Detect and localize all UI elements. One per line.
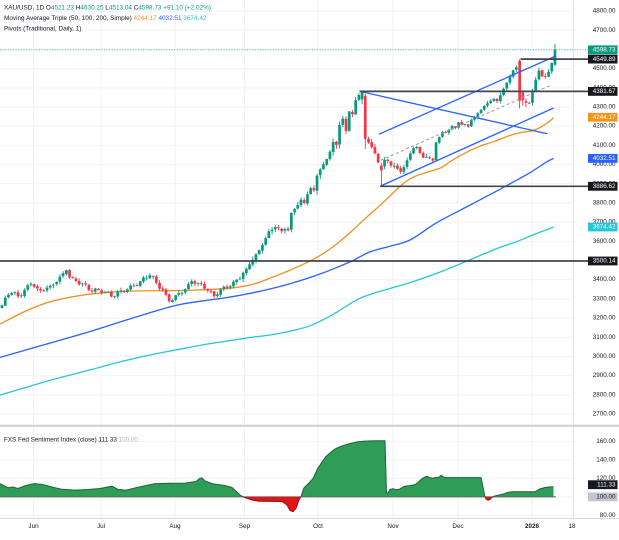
- svg-text:4381.67: 4381.67: [593, 88, 616, 95]
- svg-text:FXS Fed Sentiment Index (close: FXS Fed Sentiment Index (close) 111.33 1…: [4, 436, 138, 443]
- svg-text:3800.00: 3800.00: [593, 199, 616, 206]
- svg-text:Sep: Sep: [239, 523, 251, 530]
- svg-text:18: 18: [568, 523, 576, 530]
- svg-text:4700.00: 4700.00: [593, 27, 616, 34]
- svg-text:3000.00: 3000.00: [593, 353, 616, 360]
- svg-text:4200.00: 4200.00: [593, 123, 616, 130]
- svg-text:Nov: Nov: [387, 523, 399, 530]
- svg-text:4000.00: 4000.00: [593, 161, 616, 168]
- svg-text:3100.00: 3100.00: [593, 334, 616, 341]
- svg-text:3300.00: 3300.00: [593, 295, 616, 302]
- svg-text:4800.00: 4800.00: [593, 8, 616, 15]
- svg-text:Moving Average Triple (50, 100: Moving Average Triple (50, 100, 200, Sim…: [4, 15, 207, 22]
- svg-text:Pivots (Traditional, Daily, 1): Pivots (Traditional, Daily, 1): [4, 25, 81, 32]
- svg-text:3700.00: 3700.00: [593, 219, 616, 226]
- svg-text:111.33: 111.33: [597, 481, 616, 488]
- svg-text:2026: 2026: [525, 523, 540, 530]
- svg-text:3500.14: 3500.14: [593, 258, 616, 265]
- svg-text:120.00: 120.00: [596, 475, 616, 482]
- svg-text:Jul: Jul: [97, 523, 105, 530]
- svg-text:2800.00: 2800.00: [593, 391, 616, 398]
- svg-text:3674.42: 3674.42: [593, 224, 616, 231]
- svg-text:2700.00: 2700.00: [593, 411, 616, 418]
- svg-text:Dec: Dec: [452, 523, 463, 530]
- svg-text:4549.89: 4549.89: [593, 56, 616, 63]
- svg-text:100.00: 100.00: [596, 494, 616, 501]
- svg-text:160.00: 160.00: [596, 438, 616, 445]
- svg-text:4598.73: 4598.73: [593, 47, 616, 54]
- svg-text:4032.51: 4032.51: [593, 155, 616, 162]
- svg-text:Oct: Oct: [313, 523, 323, 530]
- svg-text:4500.00: 4500.00: [593, 65, 616, 72]
- svg-text:Jun: Jun: [28, 523, 39, 530]
- svg-text:80.00: 80.00: [600, 512, 616, 519]
- svg-text:3600.00: 3600.00: [593, 238, 616, 245]
- svg-text:XAU/USD, 1D O4521.23 H4630.25: XAU/USD, 1D O4521.23 H4630.25 L4513.04 C…: [4, 4, 211, 11]
- svg-text:4244.17: 4244.17: [593, 114, 616, 121]
- svg-text:4300.00: 4300.00: [593, 104, 616, 111]
- svg-text:3200.00: 3200.00: [593, 315, 616, 322]
- svg-text:2900.00: 2900.00: [593, 372, 616, 379]
- svg-text:3400.00: 3400.00: [593, 276, 616, 283]
- svg-text:3886.62: 3886.62: [593, 183, 616, 190]
- svg-text:140.00: 140.00: [596, 456, 616, 463]
- svg-text:Aug: Aug: [169, 523, 181, 530]
- svg-text:4100.00: 4100.00: [593, 142, 616, 149]
